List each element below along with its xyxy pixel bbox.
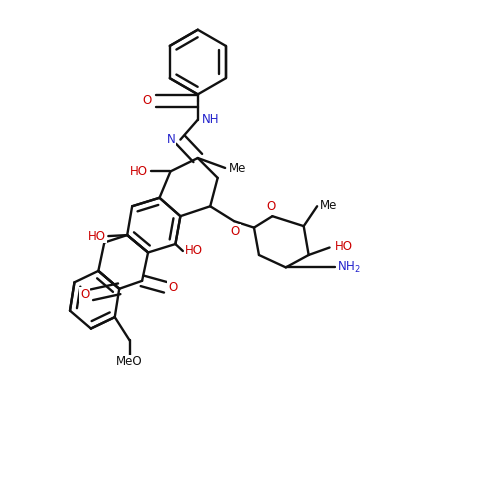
Text: HO: HO [88,230,106,242]
Text: O: O [230,225,239,238]
Text: HO: HO [130,165,148,178]
Text: O: O [267,200,276,213]
Text: O: O [80,288,90,301]
Text: HO: HO [335,240,353,252]
Text: O: O [168,281,177,294]
Text: N: N [166,133,175,146]
Text: O: O [143,94,152,108]
Text: Me: Me [229,162,246,175]
Text: NH: NH [202,113,220,126]
Text: NH$_2$: NH$_2$ [337,260,361,275]
Text: MeO: MeO [116,356,143,368]
Text: HO: HO [186,244,204,258]
Text: Me: Me [320,198,338,212]
